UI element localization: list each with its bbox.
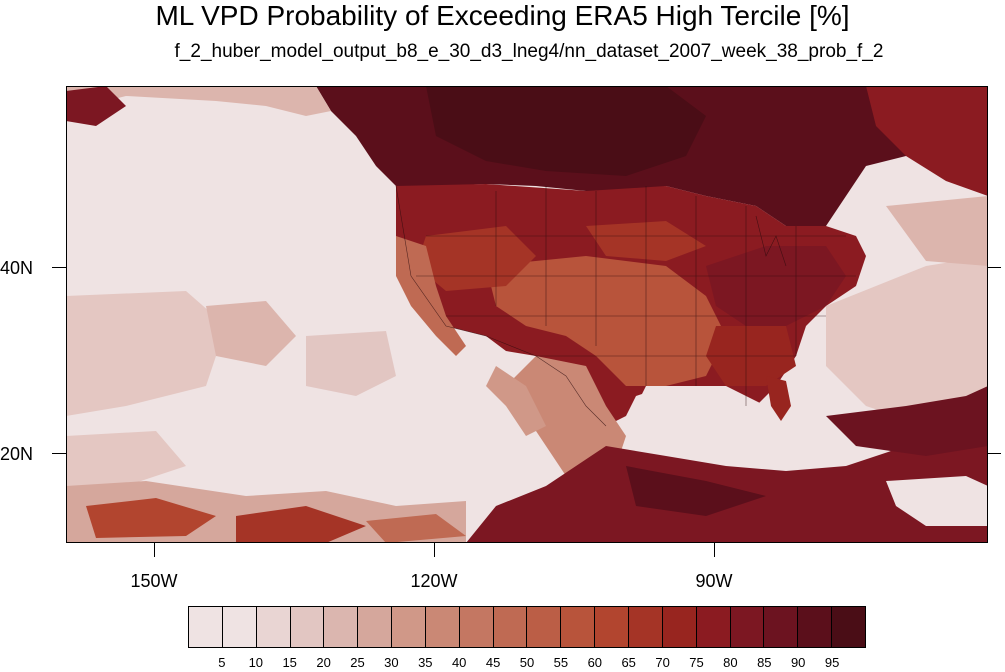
colorbar-label: 45 [485,655,501,670]
colorbar-label: 70 [655,655,670,670]
colorbar-box [798,607,833,647]
colorbar-label: 5 [218,655,226,670]
colorbar-box [189,607,223,647]
lat-tick-20n-left [52,453,66,454]
colorbar-box [392,607,426,647]
colorbar-box [595,607,629,647]
colorbar-label: 95 [824,655,840,670]
colorbar-box [493,607,528,647]
colorbar-box [764,607,799,647]
lon-label-90w: 90W [695,571,733,591]
colorbar-label: 20 [316,655,331,670]
colorbar-box [561,607,596,647]
colorbar-label: 15 [282,655,297,670]
colorbar-label: 80 [723,655,738,670]
colorbar-label: 35 [418,655,433,670]
colorbar-label: 10 [248,655,264,670]
lon-tick-150w [154,543,155,557]
colorbar-label: 65 [621,655,636,670]
colorbar-box [459,607,494,647]
colorbar-box [256,607,291,647]
colorbar-box [425,607,460,647]
lat-tick-20n-right [987,453,1001,454]
lat-tick-40n-right [987,267,1001,268]
colorbar-label: 55 [553,655,569,670]
colorbar-box [662,607,697,647]
lat-label-20n: 20N [0,444,34,464]
map-title: ML VPD Probability of Exceeding ERA5 Hig… [155,0,850,31]
colorbar-label: 50 [519,655,535,670]
colorbar-label: 85 [757,655,772,670]
colorbar-label: 25 [350,655,365,670]
colorbar-box [290,607,325,647]
colorbar [188,606,866,648]
lon-label-150w: 150W [130,571,178,591]
lon-tick-120w [434,543,435,557]
colorbar-box [628,607,663,647]
colorbar-labels: 5 10 15 20 25 30 35 40 45 50 55 60 65 70 75 80 85 90 95 [188,656,866,672]
probability-map [66,86,988,543]
lon-label-120w: 120W [410,571,458,591]
lat-label-40n: 40N [0,258,34,278]
colorbar-label: 40 [451,655,467,670]
lon-tick-90w [714,543,715,557]
colorbar-box [324,607,359,647]
colorbar-box [358,607,393,647]
colorbar-box [527,607,562,647]
colorbar-label: 90 [790,655,806,670]
colorbar-label: 60 [587,655,603,670]
colorbar-label: 75 [689,655,704,670]
colorbar-box [222,607,257,647]
colorbar-box [730,607,765,647]
colorbar-box [696,607,731,647]
colorbar-label: 30 [384,655,399,670]
colorbar-box [832,607,865,647]
lat-tick-40n-left [52,267,66,268]
map-subtitle: f_2_huber_model_output_b8_e_30_d3_lneg4/… [174,41,884,62]
